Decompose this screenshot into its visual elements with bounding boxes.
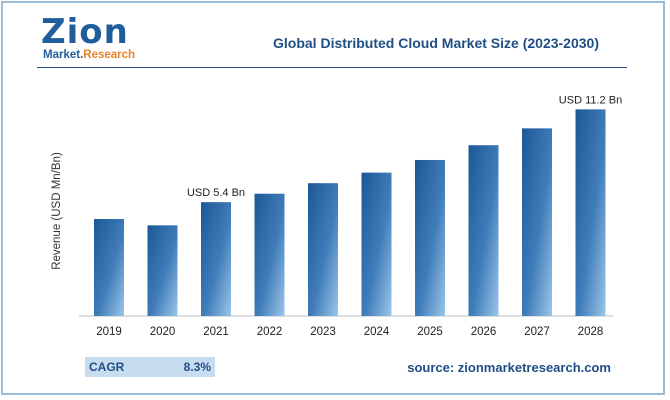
x-tick-label-2026: 2026 xyxy=(471,326,497,338)
x-tick-label-2025: 2025 xyxy=(417,326,443,338)
x-tick-label-2028: 2028 xyxy=(578,326,604,338)
bar-2028 xyxy=(575,109,606,316)
chart-frame: Zion Market.Research Global Distributed … xyxy=(1,1,665,395)
x-tick-label-2023: 2023 xyxy=(310,326,336,338)
logo-subtitle: Market.Research xyxy=(43,49,135,61)
source-text: source: zionmarketresearch.com xyxy=(407,360,611,375)
chart-title: Global Distributed Cloud Market Size (20… xyxy=(273,35,599,51)
x-tick-label-2021: 2021 xyxy=(203,326,229,338)
data-label-2028: USD 11.2 Bn xyxy=(559,94,622,106)
data-label-2021: USD 5.4 Bn xyxy=(187,187,245,199)
bar-2019 xyxy=(94,219,124,316)
x-tick-label-2024: 2024 xyxy=(364,326,390,338)
labels-layer: 2019 2020 2021 2022 2023 2024 2025 2026 2027 2028… xyxy=(96,94,622,338)
logo-sub-main: Market. xyxy=(43,49,84,61)
bar-chart: 2019 2020 2021 2022 2023 2024 2025 2026 2027 2028… xyxy=(79,94,622,338)
logo-sub-accent: Research xyxy=(83,49,136,61)
bar-2020 xyxy=(147,225,178,316)
x-tick-label-2020: 2020 xyxy=(150,326,176,338)
cagr-box: CAGR 8.3% xyxy=(85,357,215,377)
bar-2026 xyxy=(468,145,499,316)
title-divider xyxy=(37,67,627,68)
logo-word: Zion xyxy=(41,12,129,52)
bar-2023 xyxy=(308,183,338,316)
bar-2022 xyxy=(254,193,285,316)
cagr-label: CAGR xyxy=(89,360,125,374)
bar-2021 xyxy=(201,202,231,316)
zion-logo: Zion Market.Research xyxy=(41,15,141,63)
x-tick-label-2027: 2027 xyxy=(524,326,550,338)
bar-2024 xyxy=(361,172,392,316)
bar-2027 xyxy=(522,128,552,316)
cagr-value: 8.3% xyxy=(183,360,211,374)
bars-layer xyxy=(94,109,606,316)
bar-2025 xyxy=(415,159,445,316)
x-tick-label-2019: 2019 xyxy=(96,326,122,338)
x-tick-label-2022: 2022 xyxy=(257,326,283,338)
